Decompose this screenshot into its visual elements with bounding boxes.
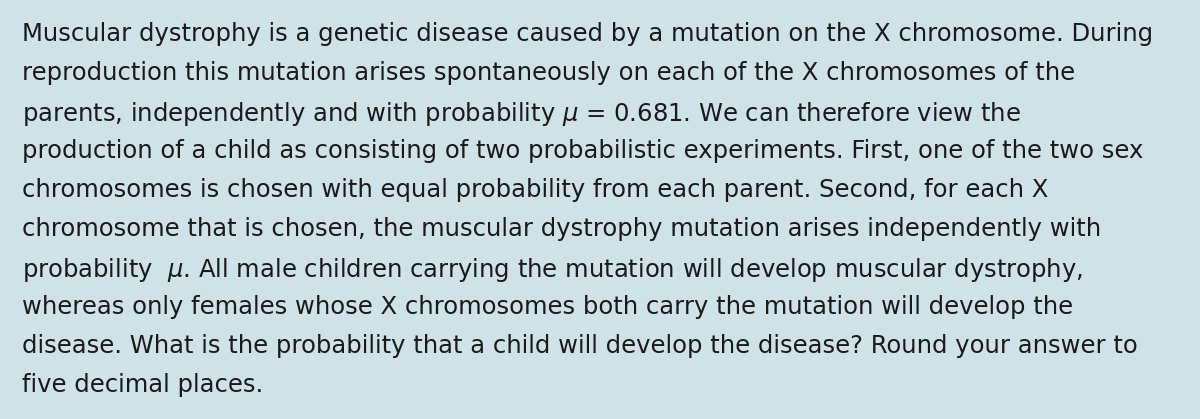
- Text: production of a child as consisting of two probabilistic experiments. First, one: production of a child as consisting of t…: [22, 139, 1144, 163]
- Text: probability  $\mu$. All male children carrying the mutation will develop muscula: probability $\mu$. All male children car…: [22, 256, 1082, 284]
- Text: parents, independently and with probability $\mu$ = 0.681. We can therefore view: parents, independently and with probabil…: [22, 100, 1021, 128]
- Text: five decimal places.: five decimal places.: [22, 373, 263, 397]
- Text: chromosome that is chosen, the muscular dystrophy mutation arises independently : chromosome that is chosen, the muscular …: [22, 217, 1102, 241]
- Text: whereas only females whose X chromosomes both carry the mutation will develop th: whereas only females whose X chromosomes…: [22, 295, 1073, 319]
- Text: reproduction this mutation arises spontaneously on each of the X chromosomes of : reproduction this mutation arises sponta…: [22, 61, 1075, 85]
- Text: Muscular dystrophy is a genetic disease caused by a mutation on the X chromosome: Muscular dystrophy is a genetic disease …: [22, 22, 1153, 46]
- Text: disease. What is the probability that a child will develop the disease? Round yo: disease. What is the probability that a …: [22, 334, 1138, 358]
- Text: chromosomes is chosen with equal probability from each parent. Second, for each : chromosomes is chosen with equal probabi…: [22, 178, 1049, 202]
